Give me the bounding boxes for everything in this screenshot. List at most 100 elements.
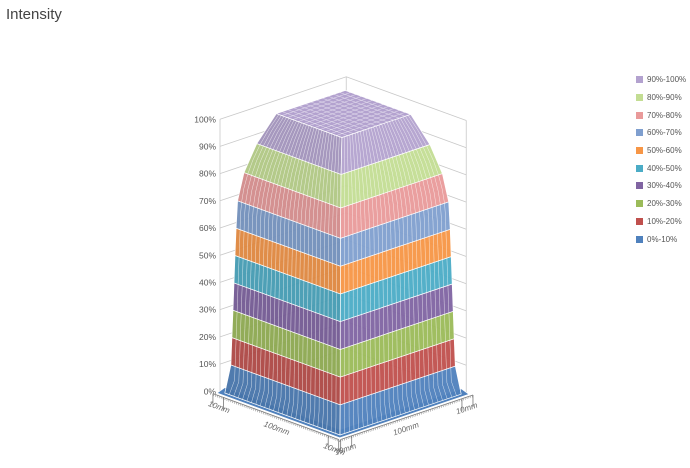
mesh-line (397, 118, 439, 403)
dimension-tick (277, 417, 280, 420)
dimension-tick (449, 402, 452, 406)
dimension-tick (298, 424, 300, 428)
mesh-line (291, 127, 315, 418)
mesh-line (399, 117, 443, 401)
z-tick-label: 80% (199, 169, 216, 179)
dimension-tick (429, 408, 432, 412)
dimension-tick (300, 425, 303, 429)
mesh-line (251, 118, 292, 403)
legend: 90%-100% 80%-90% 70%-80% 60%-70% 50%-60% 40%-… (636, 71, 690, 248)
legend-label: 40%-50% (647, 163, 682, 173)
mesh-line (308, 130, 325, 424)
dimension-tick (281, 418, 284, 422)
dimension-tick (432, 408, 434, 411)
mesh-line (407, 115, 457, 396)
mesh-line (354, 132, 364, 428)
legend-swatch (636, 94, 643, 102)
dimension-tick (311, 429, 313, 433)
mesh-line (299, 129, 320, 421)
dimension-tick (292, 422, 294, 426)
dimension-tick (286, 420, 288, 424)
mesh-line (246, 118, 290, 402)
dimension-tick (418, 412, 421, 416)
legend-item: 0%-10% (636, 230, 690, 248)
dimension-tick (246, 405, 248, 409)
mesh-line (317, 132, 330, 427)
z-tick-label: 30% (199, 305, 216, 315)
dimension-tick (290, 421, 292, 425)
dimension-tick (221, 396, 223, 400)
z-tick-label: 40% (199, 277, 216, 287)
mesh-line (362, 130, 378, 423)
dimension-tick (372, 428, 375, 431)
legend-swatch (636, 182, 643, 190)
dimension-tick (294, 423, 296, 426)
dimension-tick (315, 430, 317, 434)
legend-label: 90%-100% (647, 75, 687, 85)
dimension-tick (302, 426, 305, 430)
legend-label: 70%-80% (647, 110, 682, 120)
mesh-line (394, 119, 434, 404)
dimension-tick (227, 398, 229, 402)
legend-item: 20%-30% (636, 195, 690, 213)
dimension-tick (241, 404, 244, 407)
dimension-tick (379, 426, 381, 429)
legend-swatch (636, 164, 643, 172)
mesh-line (264, 121, 300, 408)
legend-swatch (636, 235, 643, 243)
mesh-line (330, 135, 338, 432)
dimension-tick (332, 437, 334, 440)
z-tick-label: 100% (194, 114, 216, 124)
dimension-tick (225, 398, 227, 401)
legend-swatch (636, 76, 643, 84)
mesh-line (228, 114, 280, 395)
dimension-tick (216, 395, 219, 398)
dimension-tick (388, 423, 390, 426)
dimension-tick (275, 416, 277, 420)
dimension-tick (423, 411, 425, 414)
dimension-tick (425, 410, 427, 414)
dimension-tick (265, 412, 267, 416)
dimension-tick (304, 427, 307, 430)
dimension-tick (319, 432, 321, 436)
dimension-tick (374, 427, 377, 431)
dimension-tick (306, 427, 309, 431)
dimension-tick (330, 436, 332, 440)
dimension-tick (385, 423, 388, 427)
dimension-tick (396, 420, 399, 423)
dimension-tick (421, 411, 423, 415)
dimension-tick (399, 419, 401, 423)
dimension-tick (218, 395, 221, 399)
dimension-tick (279, 417, 282, 421)
mesh-line (391, 120, 429, 406)
mesh-line (405, 115, 453, 398)
dimension-tick (323, 434, 326, 437)
dimension-tick (231, 400, 233, 404)
mesh-line (304, 130, 322, 423)
mesh-line (352, 133, 359, 429)
dimension-tick (368, 429, 370, 433)
mesh-line (386, 122, 420, 409)
dimension-tick (414, 414, 416, 417)
dimension-tick (416, 413, 419, 417)
mesh-line (326, 134, 335, 431)
dimension-tick (244, 404, 246, 408)
mesh-line (376, 125, 401, 415)
dimension-tick (273, 415, 275, 419)
legend-label: 50%-60% (647, 146, 682, 156)
mesh-line (373, 126, 397, 417)
dimension-tick (296, 424, 298, 427)
right-dimension-label: 10mm (333, 441, 357, 457)
mesh-line (295, 128, 317, 419)
dimension-tick (377, 426, 379, 430)
mesh-line (313, 131, 327, 426)
dimension-tick (451, 401, 454, 405)
legend-item: 90%-100% (636, 71, 690, 89)
dimension-tick (343, 437, 346, 441)
mesh-line (378, 124, 406, 414)
mesh-line (281, 92, 351, 116)
mesh-line (273, 123, 305, 411)
dimension-tick (405, 417, 408, 420)
dimension-tick (267, 413, 269, 417)
